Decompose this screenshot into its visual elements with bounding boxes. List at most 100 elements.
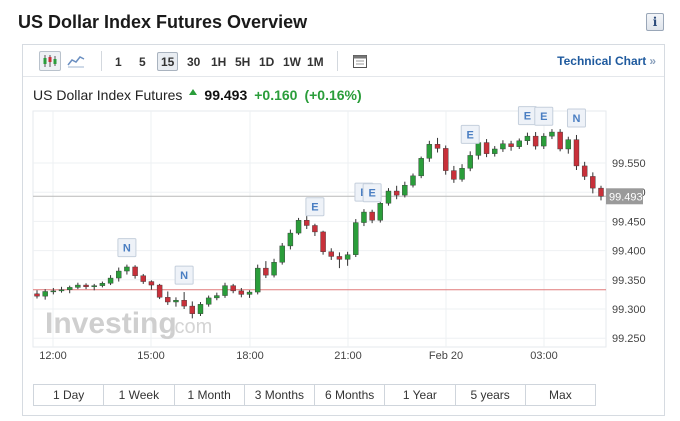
candle-body[interactable] xyxy=(58,289,65,292)
candle-body[interactable] xyxy=(385,190,392,204)
candle-body[interactable] xyxy=(353,222,359,255)
candle-body[interactable] xyxy=(304,220,310,226)
candle-body[interactable] xyxy=(312,225,318,233)
candle-body[interactable] xyxy=(451,170,457,180)
candle-body[interactable] xyxy=(516,140,522,147)
candle-body[interactable] xyxy=(271,262,277,276)
candle-body[interactable] xyxy=(434,144,441,149)
candle-body[interactable] xyxy=(377,203,384,221)
candle-body[interactable] xyxy=(83,284,89,288)
candle-body[interactable] xyxy=(475,142,482,156)
candle-body[interactable] xyxy=(565,139,572,150)
candle-body[interactable] xyxy=(205,297,212,305)
candle-body[interactable] xyxy=(541,135,547,147)
period-1h[interactable]: 1H xyxy=(211,54,227,69)
candle-body[interactable] xyxy=(197,304,204,314)
period-15[interactable]: 15 xyxy=(157,52,179,71)
candle-body[interactable] xyxy=(165,297,171,303)
candle-body[interactable] xyxy=(140,275,146,282)
range-1-day[interactable]: 1 Day xyxy=(34,385,105,405)
calendar-icon[interactable] xyxy=(349,51,371,71)
candle-body[interactable] xyxy=(500,143,506,150)
candle-body[interactable] xyxy=(508,143,514,147)
candle-body[interactable] xyxy=(132,266,138,276)
candle-body[interactable] xyxy=(581,165,588,177)
candle-body[interactable] xyxy=(156,284,163,298)
event-marker[interactable] xyxy=(305,197,325,217)
candle-body[interactable] xyxy=(91,285,97,288)
line-chart-icon[interactable] xyxy=(65,51,87,71)
candle-body[interactable] xyxy=(66,287,73,290)
range-6-months[interactable]: 6 Months xyxy=(315,385,386,405)
candle-body[interactable] xyxy=(230,285,236,292)
candle-body[interactable] xyxy=(426,144,433,159)
candle-body[interactable] xyxy=(148,281,155,286)
range-1-year[interactable]: 1 Year xyxy=(385,385,456,405)
candle-body[interactable] xyxy=(99,283,106,286)
candle-body[interactable] xyxy=(181,300,187,307)
candle-body[interactable] xyxy=(532,135,539,147)
candle-body[interactable] xyxy=(524,135,531,142)
period-5[interactable]: 5 xyxy=(139,54,146,69)
event-marker[interactable] xyxy=(460,124,480,144)
candle-body[interactable] xyxy=(393,190,400,196)
period-5h[interactable]: 5H xyxy=(235,54,251,69)
period-1d[interactable]: 1D xyxy=(259,54,275,69)
candle-body[interactable] xyxy=(402,184,408,196)
info-button[interactable]: i xyxy=(646,13,664,31)
candle-body[interactable] xyxy=(107,277,114,284)
candle-body[interactable] xyxy=(320,231,326,252)
candle-body[interactable] xyxy=(263,267,269,276)
candle-body[interactable] xyxy=(238,290,245,295)
candle-body[interactable] xyxy=(590,176,596,189)
candle-body[interactable] xyxy=(328,251,334,257)
candle-body[interactable] xyxy=(34,293,40,297)
candle-body[interactable] xyxy=(246,291,253,295)
candle-body[interactable] xyxy=(214,295,220,299)
candle-body[interactable] xyxy=(254,267,261,293)
candle-body[interactable] xyxy=(492,148,498,154)
candle-body[interactable] xyxy=(42,291,48,297)
candle-body[interactable] xyxy=(557,131,563,150)
candle-body[interactable] xyxy=(336,256,343,260)
range-1-week[interactable]: 1 Week xyxy=(104,385,175,405)
event-marker[interactable] xyxy=(566,108,586,128)
range-3-months[interactable]: 3 Months xyxy=(244,385,315,405)
event-marker[interactable] xyxy=(534,106,554,126)
candle-body[interactable] xyxy=(222,285,228,296)
candle-body[interactable] xyxy=(295,220,302,234)
period-1m[interactable]: 1M xyxy=(307,54,324,69)
technical-chart-link[interactable]: Technical Chart» xyxy=(557,54,656,68)
candle-body[interactable] xyxy=(573,139,580,167)
candlestick-icon[interactable] xyxy=(39,51,61,71)
candle-body[interactable] xyxy=(459,168,465,180)
candle-body[interactable] xyxy=(598,187,604,197)
candle-body[interactable] xyxy=(279,245,285,263)
range-max[interactable]: Max xyxy=(525,385,595,405)
event-marker[interactable] xyxy=(362,183,382,203)
candle-body[interactable] xyxy=(410,175,416,186)
event-marker[interactable] xyxy=(117,238,137,258)
candle-body[interactable] xyxy=(483,142,490,154)
candle-body[interactable] xyxy=(124,266,130,272)
candle-body[interactable] xyxy=(418,158,424,177)
candle-body[interactable] xyxy=(287,232,294,247)
candle-body[interactable] xyxy=(344,254,351,260)
candle-body[interactable] xyxy=(467,155,473,169)
candle-body[interactable] xyxy=(75,284,81,288)
range-5-years[interactable]: 5 years xyxy=(455,385,526,405)
period-1[interactable]: 1 xyxy=(115,54,122,69)
period-30[interactable]: 30 xyxy=(187,54,201,69)
event-marker[interactable] xyxy=(174,265,194,285)
candle-body[interactable] xyxy=(173,300,179,303)
price-chart[interactable]: 99.55099.50099.45099.40099.35099.30099.2… xyxy=(23,45,664,375)
candle-body[interactable] xyxy=(361,211,367,223)
period-1w[interactable]: 1W xyxy=(283,54,301,69)
candle-body[interactable] xyxy=(549,131,555,137)
candle-body[interactable] xyxy=(50,290,57,293)
candle-body[interactable] xyxy=(369,211,375,221)
candle-body[interactable] xyxy=(116,270,122,279)
candle-body[interactable] xyxy=(189,305,196,314)
candle-body[interactable] xyxy=(442,148,449,171)
range-1-month[interactable]: 1 Month xyxy=(174,385,245,405)
